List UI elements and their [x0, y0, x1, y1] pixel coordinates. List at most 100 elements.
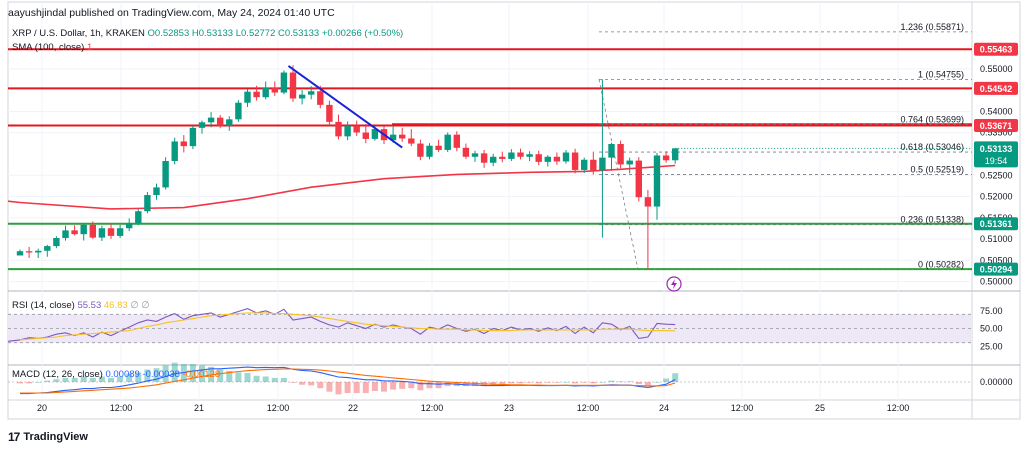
- macd-histogram-bar: [399, 382, 406, 389]
- candle-body: [98, 228, 106, 238]
- candle: [35, 248, 42, 259]
- macd-histogram-bar: [290, 382, 296, 383]
- candle: [198, 120, 206, 134]
- macd-histogram-bar: [617, 381, 624, 382]
- macd-histogram-bar: [71, 377, 78, 382]
- rsi-legend-extra: ∅ ∅: [130, 300, 150, 311]
- macd-histogram-bar: [326, 382, 333, 392]
- time-tick-label: 24: [659, 403, 669, 413]
- macd-histogram-bar: [98, 376, 105, 382]
- ohlc-low: L0.52772: [235, 28, 276, 39]
- candle-body: [672, 148, 679, 161]
- candle: [508, 149, 515, 162]
- macd-histogram-bar: [26, 382, 33, 384]
- symbol-name: XRP / U.S. Dollar, 1h, KRAKEN: [12, 28, 145, 39]
- candle-body: [389, 134, 397, 141]
- price-level-badge: [974, 118, 1018, 132]
- macd-histogram-bar: [435, 382, 442, 389]
- ohlc-high: H0.53133: [191, 28, 234, 39]
- candle-body: [144, 195, 151, 212]
- macd-histogram-bar: [353, 382, 360, 394]
- macd-histogram-bar: [553, 382, 560, 383]
- candle-body: [653, 155, 661, 207]
- candle-body: [590, 159, 597, 171]
- candle: [171, 137, 178, 165]
- macd-histogram-bar: [280, 377, 287, 382]
- candle: [399, 127, 406, 142]
- candle-body: [344, 125, 351, 137]
- macd-histogram-bar: [408, 382, 415, 389]
- rsi-legend[interactable]: RSI (14, close) 55.53 46.83 ∅ ∅: [12, 300, 150, 311]
- sma-legend[interactable]: SMA (100, close) 1: [12, 42, 92, 53]
- candle-body: [535, 154, 542, 162]
- candle-body: [417, 143, 424, 157]
- candle: [62, 225, 69, 241]
- candle: [453, 131, 460, 152]
- rsi-tick-label: 50.00: [980, 324, 1003, 334]
- candle: [535, 150, 542, 166]
- candle: [226, 116, 233, 131]
- price-tick-label: 0.54000: [980, 106, 1013, 116]
- macd-histogram-bar: [317, 382, 324, 389]
- candle: [116, 224, 124, 239]
- candle: [335, 114, 342, 140]
- candle-body: [453, 134, 460, 148]
- candle: [126, 218, 133, 232]
- candle-body: [235, 102, 242, 120]
- macd-histogram-bar: [44, 380, 51, 382]
- event-marker-bolt: [671, 279, 677, 289]
- candle-body: [226, 119, 233, 126]
- macd-histogram-bar: [244, 373, 251, 382]
- candle-body: [635, 160, 642, 198]
- candle-body: [517, 152, 524, 157]
- tradingview-logo[interactable]: 17 TradingView: [8, 430, 88, 444]
- candle: [653, 152, 661, 220]
- candle: [235, 100, 242, 122]
- macd-legend[interactable]: MACD (12, 26, close) 0.00089 -0.00038 -0…: [12, 369, 220, 380]
- candle-body: [581, 159, 588, 170]
- candle: [617, 140, 624, 169]
- macd-histogram-bar: [162, 365, 169, 382]
- fib-level-label: 1.236 (0.55871): [900, 22, 964, 32]
- candle-body: [480, 153, 488, 163]
- candle: [80, 223, 87, 241]
- macd-histogram-bar: [563, 382, 569, 383]
- macd-histogram-bar: [635, 382, 642, 385]
- candle-body: [62, 230, 69, 239]
- macd-histogram-bar: [590, 382, 597, 384]
- candle-body: [253, 91, 260, 98]
- candle-body: [135, 211, 142, 224]
- candle: [599, 79, 606, 238]
- candle: [526, 151, 533, 162]
- macd-histogram-bar: [371, 382, 378, 391]
- published-line: aayushjindal published on TradingView.co…: [8, 7, 335, 19]
- candle-body: [599, 157, 606, 171]
- price-level-badge: [974, 262, 1018, 276]
- candle-body: [462, 147, 470, 157]
- candle-body: [162, 161, 169, 188]
- candle: [635, 157, 642, 202]
- macd-histogram-bar: [462, 382, 469, 387]
- candle: [162, 157, 169, 190]
- sma-100-line: [7, 164, 676, 210]
- macd-legend-value: 0.00089: [105, 369, 140, 380]
- macd-histogram-bar: [508, 382, 515, 384]
- candle-body: [562, 152, 570, 162]
- rsi-legend-label: RSI (14, close): [12, 300, 75, 311]
- rsi-tick-label: 75.00: [980, 306, 1003, 316]
- macd-histogram-bar: [362, 382, 369, 394]
- macd-histogram-bar: [299, 382, 306, 385]
- macd-histogram-bar: [663, 378, 670, 382]
- candle-body: [180, 141, 187, 147]
- ohlc-change: +0.00266 (+0.50%): [321, 28, 404, 39]
- macd-histogram-bar: [226, 370, 233, 382]
- candle: [553, 152, 561, 165]
- candle: [644, 189, 652, 270]
- macd-histogram-bar: [53, 379, 60, 382]
- candle-body: [153, 187, 160, 196]
- candle-body: [544, 156, 551, 162]
- fib-level-label: 0.764 (0.53699): [900, 114, 964, 124]
- fib-level-label: 0 (0.50282): [918, 260, 964, 270]
- ohlc-open: O0.52853: [147, 28, 190, 39]
